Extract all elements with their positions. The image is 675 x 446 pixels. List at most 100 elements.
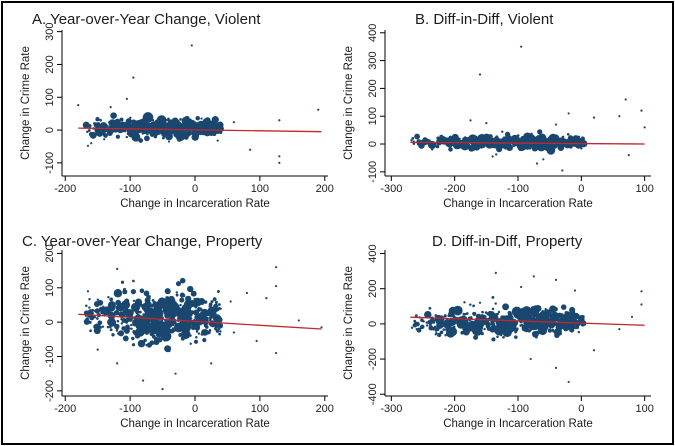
cloud-marker: [568, 144, 571, 147]
cloud-marker: [109, 297, 114, 302]
cloud-marker: [209, 302, 212, 306]
cloud-marker: [541, 317, 545, 322]
cloud-marker: [439, 330, 444, 335]
x-tick-label: -200: [54, 403, 76, 415]
cloud-marker: [130, 327, 133, 330]
cloud-marker: [143, 319, 149, 325]
data-point: [200, 117, 203, 120]
cloud-marker: [142, 304, 146, 307]
data-point: [469, 119, 472, 122]
cloud-marker: [415, 321, 420, 327]
cloud-marker: [149, 322, 152, 325]
cloud-marker: [446, 139, 450, 142]
cloud-marker: [544, 308, 547, 311]
y-tick-label: 100: [44, 279, 56, 297]
data-point: [554, 278, 558, 282]
data-point: [229, 300, 232, 303]
x-tick-label: -100: [507, 183, 529, 195]
cloud-marker: [472, 312, 475, 315]
cloud-marker: [569, 316, 572, 320]
cloud-marker: [95, 117, 100, 122]
x-tick-label: 100: [635, 183, 653, 195]
cloud-marker: [179, 277, 186, 284]
cloud-marker: [569, 139, 573, 142]
cloud-marker: [103, 133, 108, 138]
cloud-marker: [149, 331, 155, 337]
x-axis-label: Change in Incarceration Rate: [443, 198, 593, 210]
cloud-marker: [171, 327, 175, 330]
cloud-marker: [216, 290, 220, 293]
cloud-marker: [520, 315, 527, 321]
cloud-marker: [414, 314, 418, 318]
cloud-marker: [193, 339, 199, 344]
cloud-marker: [490, 313, 494, 316]
cloud-marker: [135, 319, 145, 329]
cloud-marker: [184, 301, 188, 304]
cloud-marker: [448, 321, 453, 326]
data-point: [161, 388, 164, 391]
cloud-marker: [191, 122, 195, 126]
cloud-marker: [204, 311, 208, 314]
cloud-marker: [219, 330, 222, 333]
y-axis-label: Change in Crime Rate: [20, 266, 32, 380]
data-point: [535, 162, 539, 165]
cloud-marker: [175, 293, 179, 297]
cloud-marker: [175, 291, 178, 294]
cloud-marker: [147, 117, 151, 121]
cloud-marker: [175, 281, 182, 287]
cloud-marker: [511, 306, 522, 317]
cloud-marker: [183, 321, 187, 325]
cloud-marker: [164, 122, 168, 125]
cloud-marker: [88, 306, 91, 309]
cloud-marker: [186, 316, 190, 321]
cloud-marker: [125, 309, 129, 313]
cloud-marker: [481, 310, 484, 314]
data-point: [190, 44, 193, 47]
data-point: [132, 76, 135, 79]
cloud-marker: [479, 321, 482, 325]
data-point: [278, 119, 281, 122]
x-tick-label: -100: [119, 403, 141, 415]
data-point: [640, 303, 643, 306]
cloud-marker: [472, 304, 475, 308]
cloud-marker: [132, 131, 137, 135]
fitted-line: [78, 313, 322, 330]
cloud-marker: [494, 325, 505, 335]
cloud-marker: [189, 122, 192, 125]
cloud-marker: [176, 304, 180, 307]
cloud-marker: [528, 147, 532, 150]
cloud-marker: [132, 299, 136, 303]
data-point: [86, 290, 90, 293]
cloud-marker: [195, 309, 198, 312]
cloud-marker: [539, 136, 543, 140]
cloud-marker: [151, 298, 155, 302]
cloud-marker: [543, 324, 548, 329]
x-axis-label: Change in Incarceration Rate: [120, 198, 270, 210]
cloud-marker: [138, 138, 144, 143]
x-tick-label: 100: [635, 403, 653, 415]
cloud-marker: [467, 322, 473, 329]
cloud-marker: [430, 148, 434, 151]
cloud-marker: [568, 319, 572, 322]
cloud-marker: [155, 331, 162, 338]
cloud-marker: [107, 301, 116, 310]
data-point: [278, 155, 281, 158]
cloud-marker: [210, 300, 214, 304]
data-point: [520, 285, 523, 289]
cloud-marker: [466, 320, 469, 324]
data-point: [640, 290, 643, 293]
cloud-marker: [535, 323, 539, 327]
panel-title: A. Year-over-Year Change, Violent: [32, 11, 261, 28]
cloud-marker: [88, 298, 91, 301]
data-point: [77, 104, 80, 107]
cloud-marker: [480, 138, 483, 141]
cloud-marker: [507, 314, 514, 322]
cloud-marker: [504, 131, 511, 138]
cloud-marker: [114, 130, 117, 133]
cloud-marker: [116, 319, 120, 323]
cloud-marker: [509, 312, 512, 316]
cloud-marker: [131, 305, 134, 308]
cloud-marker: [199, 122, 204, 127]
cloud-marker: [105, 128, 111, 133]
cloud-marker: [201, 329, 208, 336]
